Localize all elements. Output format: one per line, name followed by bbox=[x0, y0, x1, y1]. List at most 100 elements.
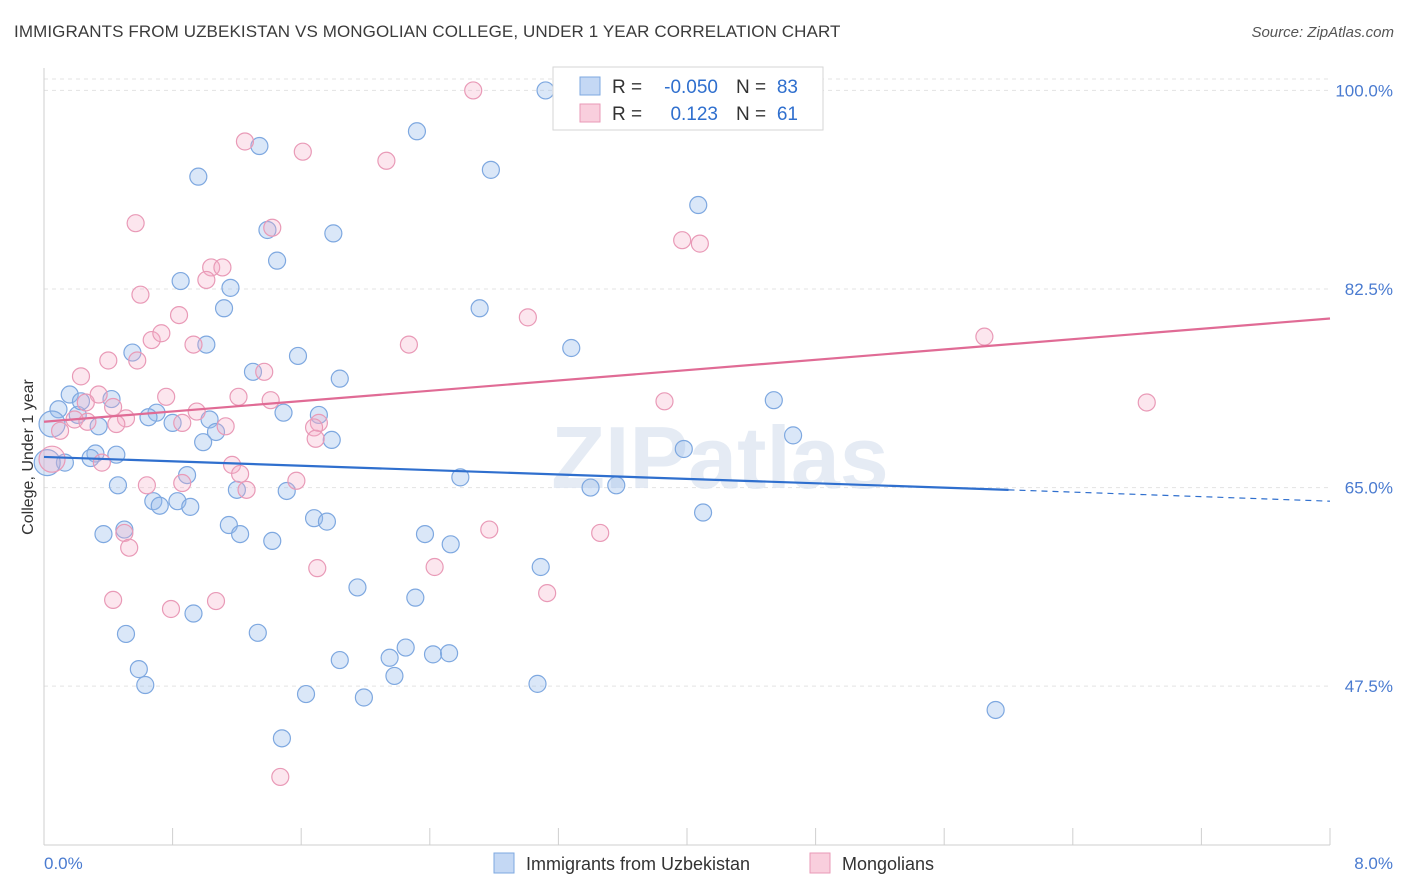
watermark: ZIPatlas bbox=[551, 408, 888, 507]
point-mongolians bbox=[76, 393, 95, 412]
point-uzbekistan bbox=[764, 391, 783, 410]
y-axis-title: College, Under 1 year bbox=[20, 379, 37, 535]
point-mongolians bbox=[120, 538, 139, 557]
point-mongolians bbox=[237, 480, 256, 499]
point-mongolians bbox=[78, 412, 97, 431]
point-mongolians bbox=[655, 392, 674, 411]
point-mongolians bbox=[173, 473, 192, 493]
point-uzbekistan bbox=[415, 524, 435, 544]
point-uzbekistan bbox=[206, 422, 226, 442]
point-mongolians bbox=[169, 305, 189, 325]
point-uzbekistan bbox=[163, 413, 182, 432]
point-uzbekistan bbox=[986, 700, 1005, 720]
point-mongolians bbox=[126, 214, 145, 233]
stats-n-value: 61 bbox=[777, 104, 798, 125]
point-uzbekistan bbox=[272, 729, 292, 748]
data-points bbox=[33, 81, 1156, 787]
legend-swatch bbox=[809, 852, 831, 874]
point-uzbekistan bbox=[783, 426, 803, 445]
point-mongolians bbox=[50, 421, 70, 440]
point-uzbekistan bbox=[441, 535, 460, 554]
point-mongolians bbox=[464, 81, 483, 100]
point-mongolians bbox=[255, 362, 274, 381]
point-mongolians bbox=[157, 387, 176, 406]
point-uzbekistan bbox=[197, 335, 216, 354]
point-mongolians bbox=[293, 142, 312, 161]
point-mongolians bbox=[184, 335, 203, 354]
point-uzbekistan bbox=[296, 684, 316, 704]
point-mongolians bbox=[261, 391, 280, 410]
point-mongolians bbox=[1137, 393, 1156, 412]
point-uzbekistan bbox=[317, 512, 337, 531]
point-mongolians bbox=[399, 335, 419, 354]
point-mongolians bbox=[229, 387, 248, 406]
point-uzbekistan bbox=[274, 403, 293, 422]
stats-r-value: -0.050 bbox=[664, 77, 718, 98]
point-mongolians bbox=[377, 151, 396, 170]
point-uzbekistan bbox=[94, 524, 113, 544]
stats-r-label: R = bbox=[612, 77, 642, 98]
point-uzbekistan bbox=[136, 675, 155, 695]
chart-source: Source: ZipAtlas.com bbox=[1251, 24, 1394, 41]
point-uzbekistan bbox=[689, 195, 708, 215]
point-mongolians bbox=[173, 413, 192, 432]
trend-line-uzbekistan-extension bbox=[1008, 489, 1331, 502]
stats-n-value: 83 bbox=[777, 77, 798, 98]
point-mongolians bbox=[137, 476, 156, 495]
point-mongolians bbox=[161, 599, 181, 619]
point-uzbekistan bbox=[129, 660, 148, 679]
point-uzbekistan bbox=[481, 160, 500, 179]
point-uzbekistan bbox=[581, 478, 600, 497]
point-mongolians bbox=[673, 231, 692, 250]
trend-line-uzbekistan bbox=[43, 455, 1009, 491]
point-uzbekistan bbox=[330, 369, 349, 388]
stats-swatch bbox=[579, 103, 601, 123]
point-uzbekistan bbox=[150, 496, 169, 515]
x-tick-label-min: 0.0% bbox=[44, 854, 83, 873]
point-uzbekistan bbox=[531, 557, 550, 577]
trend-lines bbox=[43, 317, 1331, 502]
point-uzbekistan bbox=[250, 136, 269, 156]
point-uzbekistan bbox=[536, 81, 555, 100]
point-uzbekistan bbox=[423, 645, 443, 664]
stats-r-label: R = bbox=[612, 104, 642, 125]
point-uzbekistan bbox=[674, 439, 693, 459]
trend-line-mongolians bbox=[43, 317, 1331, 423]
legend-label: Immigrants from Uzbekistan bbox=[526, 854, 750, 874]
point-mongolians bbox=[142, 330, 161, 350]
point-uzbekistan bbox=[354, 688, 373, 707]
point-mongolians bbox=[99, 351, 118, 370]
point-mongolians bbox=[231, 464, 250, 484]
y-tick-label: 100.0% bbox=[1335, 81, 1393, 100]
point-mongolians bbox=[518, 308, 537, 327]
y-tick-label: 65.0% bbox=[1345, 479, 1393, 498]
point-mongolians bbox=[287, 471, 306, 490]
point-mongolians bbox=[308, 559, 327, 578]
point-uzbekistan bbox=[406, 588, 425, 607]
point-mongolians bbox=[197, 270, 216, 290]
point-uzbekistan bbox=[60, 385, 79, 404]
point-uzbekistan bbox=[221, 278, 240, 297]
point-uzbekistan bbox=[380, 648, 399, 667]
point-mongolians bbox=[425, 557, 444, 577]
point-uzbekistan bbox=[33, 449, 61, 477]
point-mongolians bbox=[306, 429, 325, 448]
point-uzbekistan bbox=[322, 430, 341, 450]
point-mongolians bbox=[263, 218, 282, 237]
point-uzbekistan bbox=[49, 400, 68, 419]
point-uzbekistan bbox=[263, 531, 282, 551]
point-uzbekistan bbox=[470, 299, 489, 318]
point-uzbekistan bbox=[451, 468, 470, 487]
stats-swatch bbox=[579, 76, 601, 96]
point-uzbekistan bbox=[181, 497, 200, 516]
point-mongolians bbox=[71, 367, 91, 386]
point-uzbekistan bbox=[258, 220, 277, 240]
point-uzbekistan bbox=[607, 476, 626, 495]
point-mongolians bbox=[216, 417, 235, 436]
point-uzbekistan bbox=[108, 476, 128, 495]
point-uzbekistan bbox=[194, 433, 213, 452]
legend-swatch bbox=[493, 852, 515, 874]
stats-n-label: N = bbox=[736, 104, 766, 125]
point-mongolians bbox=[480, 520, 499, 539]
point-uzbekistan bbox=[396, 638, 415, 657]
